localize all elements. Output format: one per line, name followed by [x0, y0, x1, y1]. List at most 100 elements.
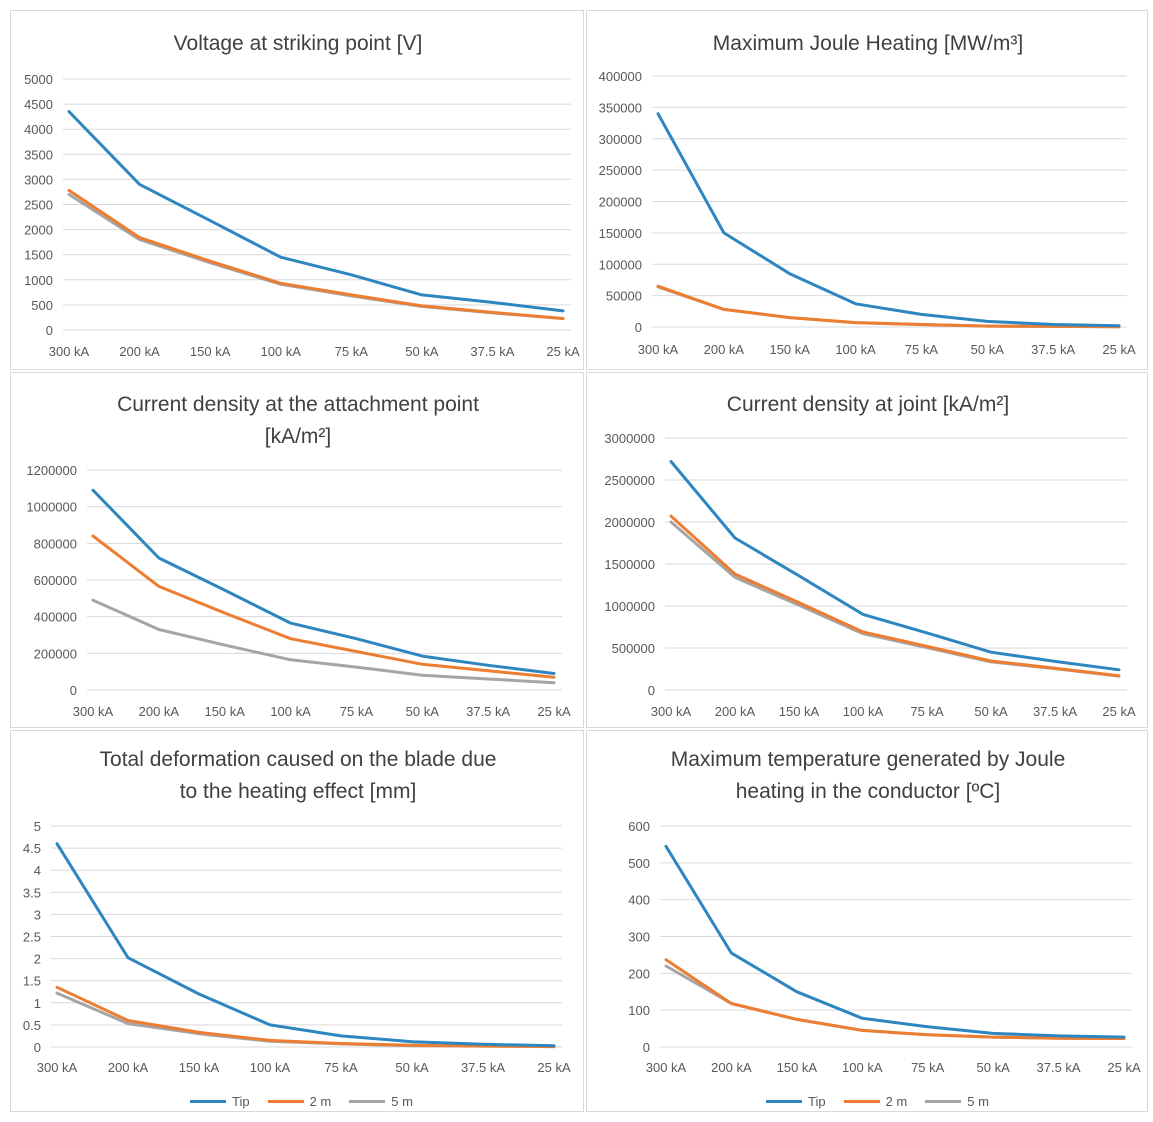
y-tick-label: 4500 — [24, 97, 53, 112]
y-tick-label: 3000 — [24, 172, 53, 187]
y-tick-label: 0 — [648, 683, 655, 698]
x-tick-label: 300 kA — [37, 1060, 78, 1075]
legend-label: 5 m — [391, 1094, 413, 1109]
y-tick-label: 300 — [628, 930, 650, 945]
y-tick-label: 500 — [31, 298, 53, 313]
legend-item: Tip — [190, 1094, 250, 1109]
chart-panel-1: Voltage at striking point [V] 0 500 1000 150… — [10, 10, 584, 370]
y-tick-label: 3500 — [24, 147, 53, 162]
x-tick-label: 200 kA — [139, 704, 180, 719]
chart-panel-5: Total deformation caused on the blade du… — [10, 730, 584, 1112]
y-tick-label: 1000000 — [26, 500, 77, 515]
legend-label: Tip — [808, 1094, 826, 1109]
series-line-tip — [664, 844, 1126, 1039]
legend-swatch — [349, 1100, 386, 1103]
x-tick-label: 50 kA — [977, 1060, 1011, 1075]
x-tick-label: 37.5 kA — [461, 1060, 505, 1075]
y-tick-label: 200000 — [599, 195, 642, 210]
series-line-2-m — [664, 958, 1126, 1040]
y-tick-label: 5 — [34, 819, 41, 834]
series-line-5-m — [656, 285, 1121, 329]
x-tick-label: 300 kA — [651, 704, 692, 719]
series-line-2-m — [67, 188, 565, 320]
chart-title: Voltage at striking point [V] — [174, 32, 423, 55]
y-tick-label: 2000000 — [604, 515, 655, 530]
legend-swatch — [267, 1100, 304, 1103]
x-tick-label: 150 kA — [204, 704, 245, 719]
x-tick-label: 100 kA — [250, 1060, 291, 1075]
chart-title: to the heating effect [mm] — [180, 780, 417, 803]
y-tick-label: 2000 — [24, 223, 53, 238]
x-tick-label: 50 kA — [971, 342, 1005, 357]
x-tick-label: 25 kA — [546, 344, 580, 359]
y-tick-label: 0 — [34, 1040, 41, 1055]
y-tick-label: 5000 — [24, 72, 53, 87]
y-tick-label: 350000 — [599, 100, 642, 115]
x-tick-label: 150 kA — [769, 342, 810, 357]
series-line-5-m — [669, 520, 1121, 678]
series-line-2-m — [55, 985, 556, 1049]
chart-svg-6: Maximum temperature generated by Joule he… — [628, 748, 1141, 1075]
x-tick-label: 100 kA — [842, 1060, 883, 1075]
y-tick-label: 800000 — [34, 536, 77, 551]
x-tick-label: 100 kA — [843, 704, 884, 719]
legend-label: 5 m — [967, 1094, 989, 1109]
y-tick-label: 0 — [70, 683, 77, 698]
chart-title: Current density at joint [kA/m²] — [727, 393, 1009, 416]
y-tick-label: 4 — [34, 863, 41, 878]
x-tick-label: 200 kA — [704, 342, 745, 357]
x-tick-label: 150 kA — [179, 1060, 220, 1075]
chart-panel-6: Maximum temperature generated by Joule he… — [586, 730, 1148, 1112]
y-tick-label: 500000 — [612, 641, 655, 656]
x-tick-label: 100 kA — [260, 344, 301, 359]
x-tick-label: 200 kA — [119, 344, 160, 359]
y-tick-label: 0 — [635, 320, 642, 335]
y-tick-label: 300000 — [599, 132, 642, 147]
chart-title: Total deformation caused on the blade du… — [100, 748, 497, 771]
chart-svg-1: Voltage at striking point [V] 0 500 1000 150… — [24, 32, 580, 359]
series-line-5-m — [664, 964, 1126, 1040]
x-tick-label: 50 kA — [405, 344, 439, 359]
chart-panel-4: Current density at joint [kA/m²] 0 500000 1… — [586, 372, 1148, 728]
y-tick-label: 200000 — [34, 646, 77, 661]
x-tick-label: 25 kA — [537, 1060, 571, 1075]
x-tick-label: 37.5 kA — [1037, 1060, 1081, 1075]
y-tick-label: 0 — [46, 323, 53, 338]
x-tick-label: 75 kA — [340, 704, 374, 719]
chart-panel-2: Maximum Joule Heating [MW/m³] 0 50000 10000… — [586, 10, 1148, 370]
legend-item: 5 m — [349, 1094, 413, 1109]
y-tick-label: 3 — [34, 907, 41, 922]
x-tick-label: 100 kA — [835, 342, 876, 357]
y-tick-label: 1000 — [24, 273, 53, 288]
x-tick-label: 300 kA — [646, 1060, 687, 1075]
chart-svg-5: Total deformation caused on the blade du… — [23, 748, 571, 1075]
x-tick-label: 200 kA — [711, 1060, 752, 1075]
x-tick-label: 25 kA — [1107, 1060, 1141, 1075]
legend-label: 2 m — [885, 1094, 908, 1109]
y-tick-label: 4.5 — [23, 841, 41, 856]
x-tick-label: 37.5 kA — [1033, 704, 1077, 719]
x-tick-label: 75 kA — [324, 1060, 358, 1075]
y-tick-label: 600000 — [34, 573, 77, 588]
legend-swatch — [925, 1100, 962, 1103]
series-line-tip — [669, 460, 1121, 672]
y-tick-label: 100 — [628, 1003, 650, 1018]
legend-item: 2 m — [267, 1094, 331, 1109]
chart-svg-2: Maximum Joule Heating [MW/m³] 0 50000 10000… — [599, 32, 1136, 357]
y-tick-label: 50000 — [606, 289, 642, 304]
y-tick-label: 150000 — [599, 226, 642, 241]
x-tick-label: 50 kA — [974, 704, 1008, 719]
y-tick-label: 2 — [34, 952, 41, 967]
y-tick-label: 2500000 — [604, 473, 655, 488]
legend-item: 2 m — [843, 1094, 908, 1109]
chart-svg-3: Current density at the attachment point [… — [26, 393, 571, 719]
y-tick-label: 200 — [628, 966, 650, 981]
x-tick-label: 75 kA — [911, 1060, 945, 1075]
x-tick-label: 300 kA — [49, 344, 90, 359]
series-line-2-m — [91, 534, 556, 679]
chart-title: Maximum Joule Heating [MW/m³] — [713, 32, 1023, 55]
y-tick-label: 0.5 — [23, 1018, 41, 1033]
x-tick-label: 25 kA — [1102, 342, 1136, 357]
legend-item: 5 m — [925, 1094, 989, 1109]
x-tick-label: 150 kA — [779, 704, 820, 719]
